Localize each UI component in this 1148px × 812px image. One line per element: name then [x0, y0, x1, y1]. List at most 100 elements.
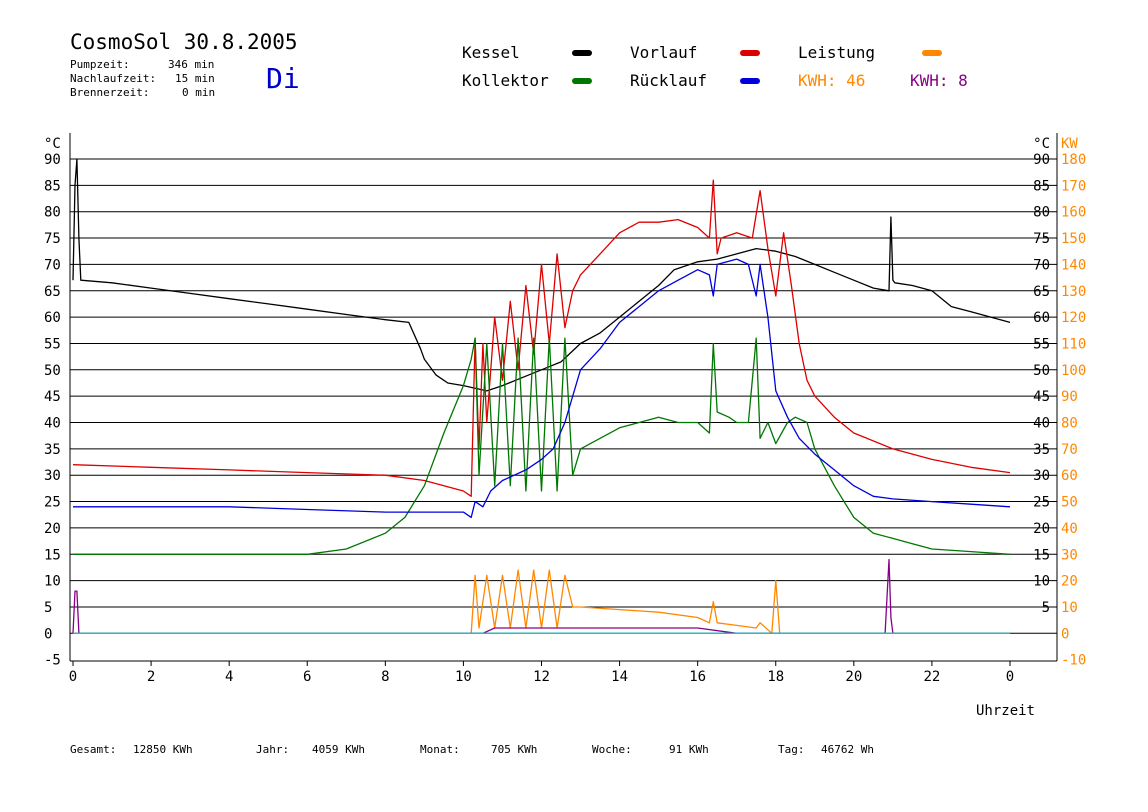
footer-monat-label: Monat: [420, 743, 460, 756]
y-left-tick-label: 0 [44, 626, 52, 642]
y-right-celsius-tick-label: 25 [1033, 495, 1050, 511]
y-right-celsius-tick-label: 15 [1033, 547, 1050, 563]
y-right-kw-tick-label: 60 [1061, 468, 1078, 484]
y-left-tick-label: 10 [44, 574, 61, 590]
stat-pumpzeit-value: 346 min [168, 58, 215, 71]
y-left-tick-label: 55 [44, 336, 61, 352]
y-right-kw-unit: KW [1061, 136, 1078, 152]
footer-jahr-label: Jahr: [256, 743, 290, 756]
y-right-celsius-tick-label: 50 [1033, 363, 1050, 379]
y-right-celsius-unit: °C [1033, 136, 1050, 152]
chart-grid [70, 158, 1057, 634]
legend-swatch-kessel [572, 50, 592, 56]
footer-gesamt-value: 12850 KWh [133, 743, 193, 756]
footer-monat-value: 705 KWh [491, 743, 538, 756]
y-left-tick-label: 50 [44, 363, 61, 379]
y-right-celsius-tick-label: 85 [1033, 178, 1050, 194]
y-right-kw-tick-label: 90 [1061, 389, 1078, 405]
legend-label-ruecklauf: Rücklauf [630, 71, 708, 90]
stat-nachlaufzeit-value: 15 min [175, 72, 215, 85]
y-right-celsius-tick-label: 5 [1042, 600, 1050, 616]
series-line-leistung [73, 569, 1010, 634]
legend-swatch-kollektor [572, 78, 592, 84]
footer-tag-value: 46762 Wh [821, 743, 874, 756]
y-right-celsius-tick-label: 80 [1033, 205, 1050, 221]
x-tick-label: 6 [303, 669, 311, 685]
stat-pumpzeit-label: Pumpzeit: [70, 58, 130, 71]
y-left-tick-label: 90 [44, 152, 61, 168]
series-line-r-cklauf [73, 258, 1011, 519]
y-right-celsius-tick-label: 40 [1033, 416, 1050, 432]
x-tick-label: 22 [923, 669, 940, 685]
y-right-celsius-tick-label: 35 [1033, 442, 1050, 458]
legend-label-kessel: Kessel [462, 43, 520, 62]
y-right-kw-tick-label: 10 [1061, 600, 1078, 616]
y-left-unit: °C [44, 136, 61, 152]
footer-woche-label: Woche: [592, 743, 632, 756]
legend-swatch-ruecklauf [740, 78, 760, 84]
y-right-kw-tick-label: 170 [1061, 178, 1086, 194]
y-right-celsius-tick-label: 60 [1033, 310, 1050, 326]
y-right-celsius-tick-label: 20 [1033, 521, 1050, 537]
x-tick-label: 2 [147, 669, 155, 685]
y-right-celsius-tick-label: 70 [1033, 257, 1050, 273]
y-right-kw-tick-label: 20 [1061, 574, 1078, 590]
y-left-tick-label: 70 [44, 257, 61, 273]
legend-kwh-orange: KWH: 46 [798, 71, 866, 90]
y-left-tick-label: 30 [44, 468, 61, 484]
legend-label-vorlauf: Vorlauf [630, 43, 698, 62]
y-right-kw-tick-label: 70 [1061, 442, 1078, 458]
footer-tag-label: Tag: [778, 743, 805, 756]
y-left-tick-label: 65 [44, 284, 61, 300]
stat-brennerzeit-value: 0 min [182, 86, 216, 99]
y-right-celsius-tick-label: 30 [1033, 468, 1050, 484]
y-right-kw-tick-label: 30 [1061, 547, 1078, 563]
stat-nachlaufzeit-label: Nachlaufzeit: [70, 72, 157, 85]
y-right-kw-tick-label: 130 [1061, 284, 1086, 300]
y-right-kw-tick-label: 180 [1061, 152, 1086, 168]
y-right-kw-tick-label: 40 [1061, 521, 1078, 537]
stat-brennerzeit-label: Brennerzeit: [70, 86, 150, 99]
y-left-tick-label: 5 [44, 600, 52, 616]
legend-kwh-purple: KWH: 8 [910, 71, 968, 90]
legend-swatch-vorlauf [740, 50, 760, 56]
footer-woche-value: 91 KWh [669, 743, 709, 756]
legend-label-leistung: Leistung [798, 43, 876, 62]
y-left-tick-label: 45 [44, 389, 61, 405]
y-right-kw-tick-label: 80 [1061, 416, 1078, 432]
series-line-kollektor [73, 337, 1011, 555]
x-tick-label: 20 [845, 669, 862, 685]
x-tick-label: 16 [689, 669, 706, 685]
weekday-label: Di [266, 62, 300, 95]
y-right-celsius-tick-label: 90 [1033, 152, 1050, 168]
x-tick-label: 14 [611, 669, 628, 685]
x-tick-label: 10 [455, 669, 472, 685]
x-axis-label: Uhrzeit [976, 703, 1035, 719]
y-left-tick-label: -5 [44, 653, 61, 669]
series-line-kessel [72, 158, 1011, 392]
y-right-kw-tick-label: 120 [1061, 310, 1086, 326]
y-left-tick-label: 40 [44, 416, 61, 432]
y-left-tick-label: 35 [44, 442, 61, 458]
x-tick-label: 12 [533, 669, 550, 685]
legend-label-kollektor: Kollektor [462, 71, 549, 90]
x-tick-label: 8 [381, 669, 389, 685]
y-right-kw-tick-label: 160 [1061, 205, 1086, 221]
y-left-tick-label: 25 [44, 495, 61, 511]
y-right-kw-tick-label: 110 [1061, 336, 1086, 352]
series-line-kwh-8 [72, 558, 1010, 634]
y-left-tick-label: 75 [44, 231, 61, 247]
x-tick-label: 0 [1006, 669, 1014, 685]
y-right-kw-tick-label: 50 [1061, 495, 1078, 511]
x-tick-label: 0 [69, 669, 77, 685]
footer-jahr-value: 4059 KWh [312, 743, 365, 756]
chart-title: CosmoSol 30.8.2005 [70, 30, 298, 54]
y-left-tick-label: 80 [44, 205, 61, 221]
y-right-celsius-tick-label: 55 [1033, 336, 1050, 352]
y-left-tick-label: 20 [44, 521, 61, 537]
y-right-celsius-tick-label: 10 [1033, 574, 1050, 590]
y-left-tick-label: 15 [44, 547, 61, 563]
y-right-kw-tick-label: 150 [1061, 231, 1086, 247]
y-right-celsius-tick-label: 75 [1033, 231, 1050, 247]
y-left-tick-label: 60 [44, 310, 61, 326]
